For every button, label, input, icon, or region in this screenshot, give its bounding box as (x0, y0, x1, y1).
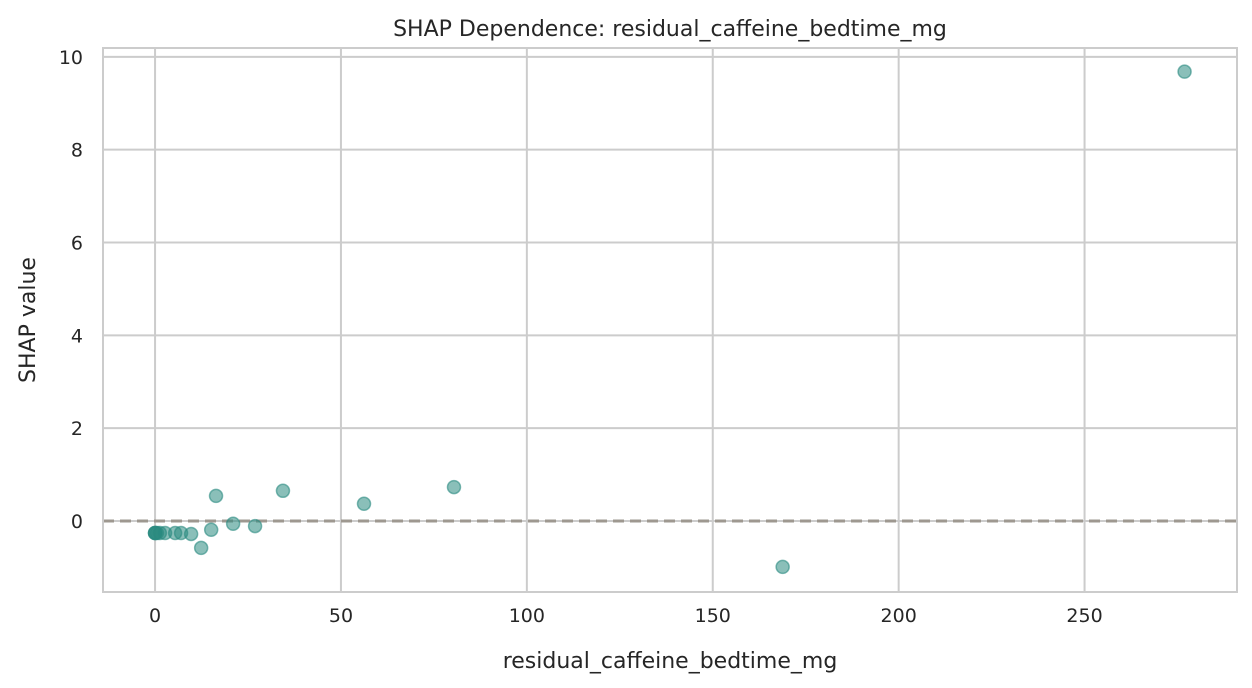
data-point (1177, 64, 1192, 79)
y-axis-label: SHAP value (16, 257, 41, 383)
data-point (225, 516, 241, 532)
data-point (446, 479, 462, 495)
data-point (356, 496, 372, 512)
data-point (208, 488, 224, 504)
y-tick-label: 4 (71, 325, 83, 347)
data-point (183, 526, 199, 542)
data-point (193, 540, 209, 556)
x-axis-label: residual_caffeine_bedtime_mg (503, 649, 838, 674)
x-tick-label: 0 (149, 605, 161, 627)
data-point (775, 559, 790, 575)
x-tick-label: 100 (509, 605, 545, 627)
data-point (247, 518, 263, 534)
x-tick-label: 200 (881, 605, 917, 627)
plot-frame (102, 47, 1238, 593)
y-tick-label: 0 (71, 511, 83, 533)
chart-title: SHAP Dependence: residual_caffeine_bedti… (393, 17, 947, 42)
x-tick-label: 150 (695, 605, 731, 627)
data-point (203, 522, 219, 538)
data-point (275, 483, 291, 499)
x-tick-label: 250 (1066, 605, 1102, 627)
y-tick-label: 10 (59, 47, 83, 69)
y-tick-label: 6 (71, 232, 83, 254)
x-tick-label: 50 (329, 605, 353, 627)
y-tick-label: 2 (71, 418, 83, 440)
y-tick-label: 8 (71, 140, 83, 162)
